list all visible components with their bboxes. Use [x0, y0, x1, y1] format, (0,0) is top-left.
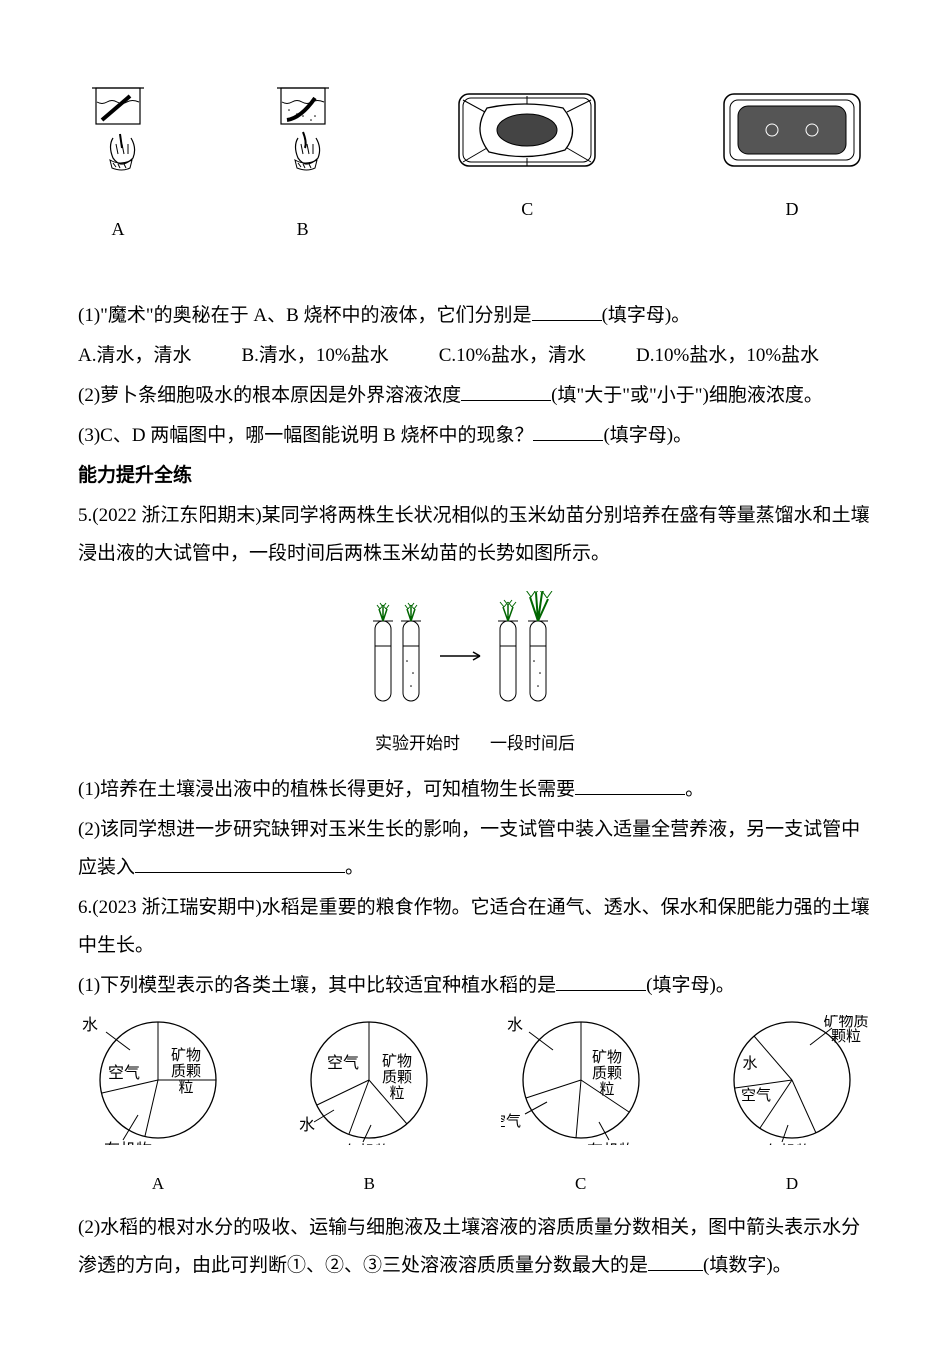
- pie-a: 水 矿物 质颗 粒 空气 有机物 A: [78, 1015, 238, 1201]
- svg-text:水: 水: [299, 1116, 315, 1134]
- q1-blank: [532, 302, 602, 321]
- pie-c-icon: 水 矿物 质颗 粒 空气 有机物: [501, 1015, 661, 1145]
- svg-text:水: 水: [82, 1016, 98, 1034]
- svg-text:空气: 空气: [327, 1054, 359, 1072]
- q1-text-a: (1)"魔术"的奥秘在于 A、B 烧杯中的液体，它们分别是: [78, 305, 532, 326]
- pie-row: 水 矿物 质颗 粒 空气 有机物 A 空气 矿物 质颗: [78, 1015, 872, 1201]
- q5-label-b: 一段时间后: [490, 727, 575, 761]
- q3-text-b: (填字母)。: [603, 425, 692, 446]
- pie-c-caption: C: [575, 1167, 586, 1201]
- q3-blank: [533, 422, 603, 441]
- q6-p1b: (填字母)。: [646, 975, 735, 996]
- q6-p1a: (1)下列模型表示的各类土壤，其中比较适宜种植水稻的是: [78, 975, 556, 996]
- q6-p2: (2)水稻的根对水分的吸收、运输与细胞液及土壤溶液的溶质质量分数相关，图中箭头表…: [78, 1209, 872, 1285]
- q5-p2: (2)该同学想进一步研究缺钾对玉米生长的影响，一支试管中装入适量全营养液，另一支…: [78, 811, 872, 887]
- pie-d: 矿物质 颗粒 水 空气 有机物 D: [712, 1015, 872, 1201]
- figure-c-label: C: [521, 191, 533, 227]
- q5-p2-blank: [135, 854, 345, 873]
- q1-options: A.清水，清水 B.清水，10%盐水 C.10%盐水，清水 D.10%盐水，10…: [78, 337, 872, 375]
- figure-c: C: [447, 80, 607, 247]
- q2-text-b: (填"大于"或"小于")细胞液浓度。: [551, 385, 823, 406]
- q1-opt-d: D.10%盐水，10%盐水: [636, 337, 819, 375]
- svg-text:矿物: 矿物: [171, 1047, 201, 1064]
- pie-b-caption: B: [364, 1167, 375, 1201]
- svg-text:矿物质: 矿物质: [823, 1015, 868, 1030]
- svg-text:水: 水: [507, 1016, 523, 1034]
- svg-text:空气: 空气: [501, 1113, 521, 1130]
- beaker-hand-b-icon: [263, 80, 343, 200]
- q2-line: (2)萝卜条细胞吸水的根本原因是外界溶液浓度 (填"大于"或"小于")细胞液浓度。: [78, 377, 872, 415]
- cell-c-icon: [447, 80, 607, 180]
- pie-b: 空气 矿物 质颗 粒 水 有机物 B: [289, 1015, 449, 1201]
- figure-d-label: D: [785, 191, 798, 227]
- cell-d-icon: [712, 80, 872, 180]
- svg-text:有机物: 有机物: [587, 1142, 635, 1145]
- svg-text:质颗: 质颗: [592, 1065, 622, 1082]
- q5-p1a: (1)培养在土壤浸出液中的植株长得更好，可知植物生长需要: [78, 779, 575, 800]
- q1-opt-a: A.清水，清水: [78, 337, 191, 375]
- q5-p2b: 。: [345, 857, 364, 878]
- svg-text:空气: 空气: [741, 1087, 771, 1104]
- q6-intro: 6.(2023 浙江瑞安期中)水稻是重要的粮食作物。它适合在通气、透水、保水和保…: [78, 889, 872, 965]
- figure-a-label: A: [112, 211, 125, 247]
- q5-figure: 实验开始时 一段时间后: [78, 591, 872, 761]
- q6-p2-blank: [648, 1252, 703, 1271]
- svg-text:矿物: 矿物: [382, 1053, 412, 1070]
- pie-b-icon: 空气 矿物 质颗 粒 水 有机物: [289, 1015, 449, 1145]
- pie-d-caption: D: [786, 1167, 798, 1201]
- pie-a-caption: A: [152, 1167, 164, 1201]
- q5-label-a: 实验开始时: [375, 727, 460, 761]
- pie-a-icon: 水 矿物 质颗 粒 空气 有机物: [78, 1015, 238, 1145]
- test-tubes-icon: [345, 591, 605, 721]
- svg-text:有机物: 有机物: [104, 1141, 152, 1145]
- beaker-hand-a-icon: [78, 80, 158, 200]
- q1-opt-b: B.清水，10%盐水: [241, 337, 388, 375]
- pie-d-icon: 矿物质 颗粒 水 空气 有机物: [712, 1015, 872, 1145]
- figure-b: B: [263, 80, 343, 247]
- figure-d: D: [712, 80, 872, 247]
- q5-p1: (1)培养在土壤浸出液中的植株长得更好，可知植物生长需要 。: [78, 771, 872, 809]
- figure-row-abcd: A B: [78, 80, 872, 247]
- svg-text:质颗: 质颗: [382, 1069, 412, 1086]
- q1-text-b: (填字母)。: [602, 305, 691, 326]
- q2-text-a: (2)萝卜条细胞吸水的根本原因是外界溶液浓度: [78, 385, 461, 406]
- svg-text:有机物: 有机物: [764, 1143, 812, 1145]
- q1-line: (1)"魔术"的奥秘在于 A、B 烧杯中的液体，它们分别是 (填字母)。: [78, 297, 872, 335]
- q5-p1-blank: [575, 776, 685, 795]
- svg-text:质颗: 质颗: [171, 1063, 201, 1080]
- svg-text:粒: 粒: [599, 1081, 614, 1098]
- svg-text:水: 水: [742, 1055, 757, 1072]
- q5-p1b: 。: [685, 779, 704, 800]
- pie-c: 水 矿物 质颗 粒 空气 有机物 C: [501, 1015, 661, 1201]
- q6-p1-blank: [556, 972, 646, 991]
- section-title: 能力提升全练: [78, 457, 872, 495]
- svg-text:空气: 空气: [108, 1064, 140, 1082]
- q1-opt-c: C.10%盐水，清水: [439, 337, 586, 375]
- figure-a: A: [78, 80, 158, 247]
- svg-text:颗粒: 颗粒: [831, 1028, 861, 1045]
- q6-p1: (1)下列模型表示的各类土壤，其中比较适宜种植水稻的是 (填字母)。: [78, 967, 872, 1005]
- svg-text:有机物: 有机物: [343, 1143, 391, 1145]
- q5-labels: 实验开始时 一段时间后: [375, 727, 575, 761]
- q3-text-a: (3)C、D 两幅图中，哪一幅图能说明 B 烧杯中的现象？: [78, 425, 533, 446]
- svg-text:粒: 粒: [390, 1085, 405, 1102]
- q5-intro: 5.(2022 浙江东阳期末)某同学将两株生长状况相似的玉米幼苗分别培养在盛有等…: [78, 497, 872, 573]
- q6-p2b: (填数字)。: [703, 1255, 792, 1276]
- svg-text:矿物: 矿物: [592, 1049, 622, 1066]
- q2-blank: [461, 382, 551, 401]
- svg-text:粒: 粒: [178, 1079, 193, 1096]
- q3-line: (3)C、D 两幅图中，哪一幅图能说明 B 烧杯中的现象？ (填字母)。: [78, 417, 872, 455]
- figure-b-label: B: [297, 211, 309, 247]
